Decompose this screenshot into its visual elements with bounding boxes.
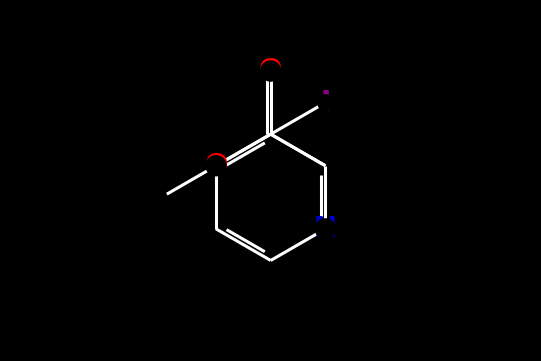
Text: I: I (320, 88, 331, 117)
Text: O: O (204, 152, 228, 180)
Circle shape (315, 219, 335, 239)
Text: N: N (314, 215, 337, 243)
Circle shape (318, 95, 333, 110)
Text: O: O (259, 57, 282, 85)
Circle shape (261, 61, 281, 81)
Circle shape (206, 156, 226, 176)
